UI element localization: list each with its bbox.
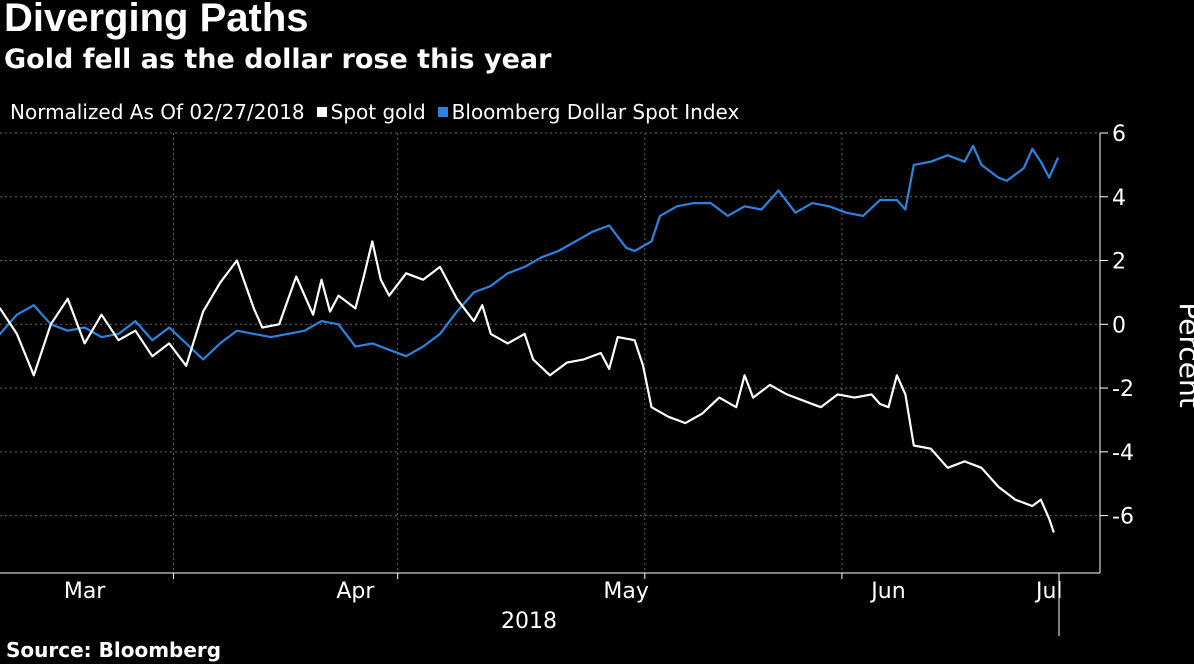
series-line-spot-gold — [0, 240, 1055, 533]
chart-subtitle: Gold fell as the dollar rose this year — [4, 44, 552, 75]
y-tick-label: 0 — [1112, 313, 1126, 338]
tick-labels: 6 4 2 0 -2 -4 -6 Mar Apr May Jun Jul — [64, 122, 1134, 604]
y-axis-title: Percent — [1173, 302, 1194, 407]
legend-note: Normalized As Of 02/27/2018 — [10, 100, 305, 124]
y-tick-label: 6 — [1112, 122, 1126, 147]
x-axis-year-label: 2018 — [501, 609, 557, 634]
source-note: Source: Bloomberg — [6, 638, 222, 662]
legend: Normalized As Of 02/27/2018 Spot gold Bl… — [10, 100, 739, 124]
x-tick-label: May — [603, 579, 648, 604]
x-tick-label: Apr — [336, 579, 375, 604]
y-tick-label: -6 — [1112, 505, 1134, 530]
chart-title: Diverging Paths — [4, 0, 309, 40]
legend-label-spot-gold: Spot gold — [330, 100, 426, 124]
legend-swatch-dollar-index — [437, 107, 448, 117]
axes — [0, 132, 1108, 636]
series-group — [0, 144, 1059, 533]
series-line-dollar-index — [0, 144, 1059, 361]
y-tick-label: -2 — [1112, 377, 1134, 402]
legend-swatch-spot-gold — [316, 107, 327, 117]
y-tick-label: -4 — [1112, 441, 1134, 466]
y-tick-label: 4 — [1112, 186, 1126, 211]
x-tick-label: Mar — [64, 579, 106, 604]
legend-label-dollar-index: Bloomberg Dollar Spot Index — [451, 100, 740, 124]
grid — [0, 132, 1100, 573]
y-tick-label: 2 — [1112, 250, 1126, 275]
legend-item-dollar-index: Bloomberg Dollar Spot Index — [437, 100, 740, 124]
x-tick-label: Jul — [1034, 579, 1063, 604]
legend-item-spot-gold: Spot gold — [316, 100, 426, 124]
x-tick-label: Jun — [869, 579, 905, 604]
